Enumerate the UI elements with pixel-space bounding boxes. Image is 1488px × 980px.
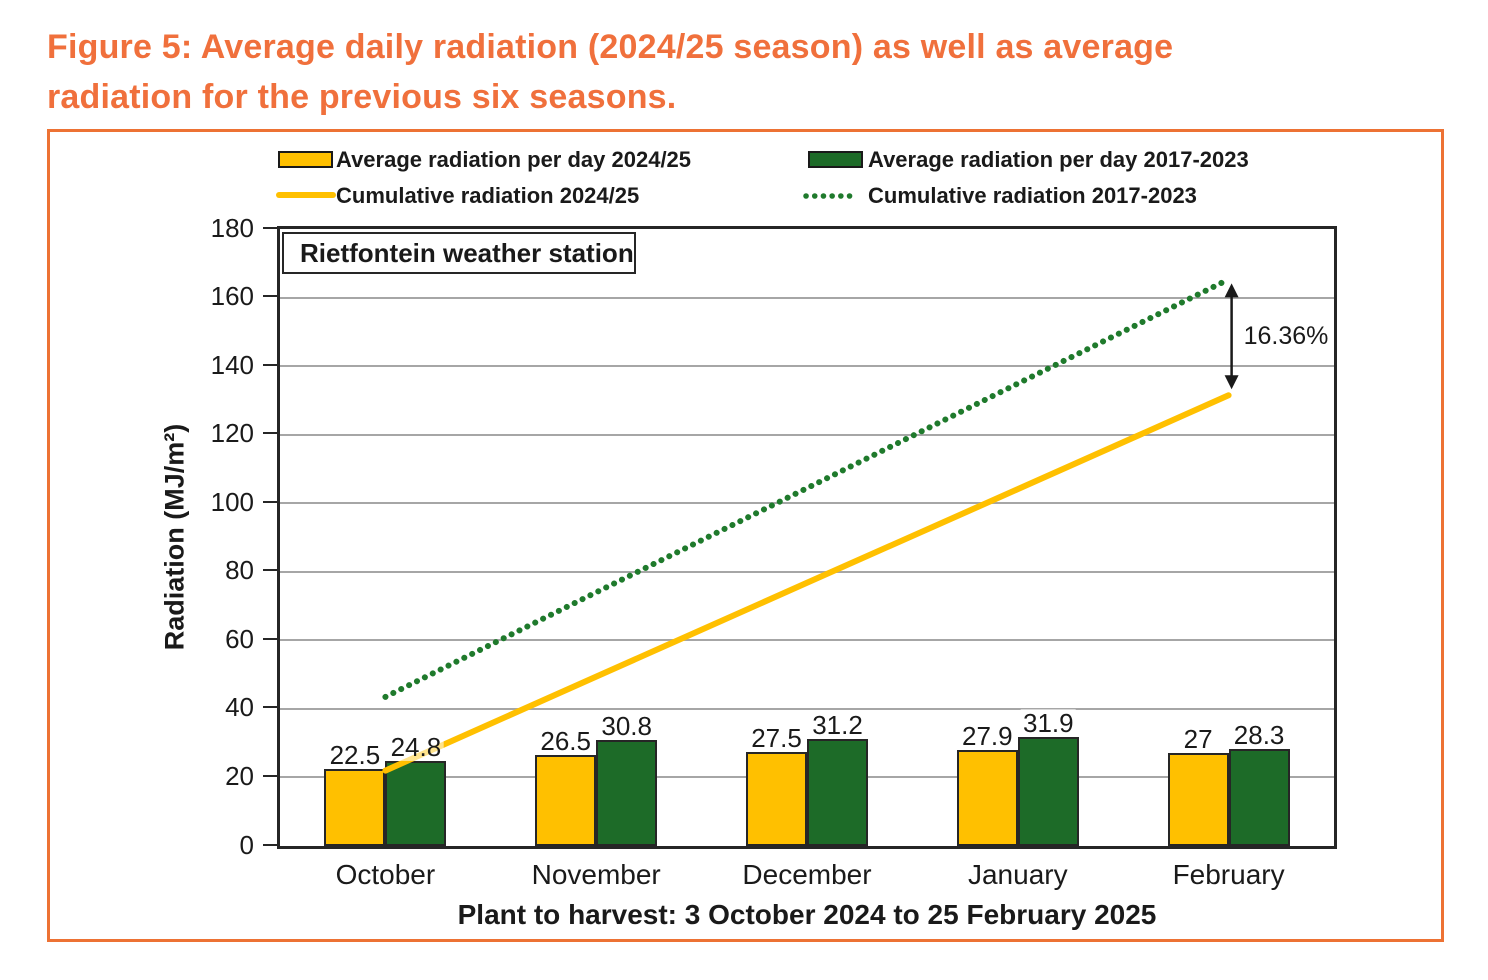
y-tick-label: 160 bbox=[210, 281, 254, 312]
bar-value-label: 27.9 bbox=[959, 721, 1015, 752]
x-axis-caption: Plant to harvest: 3 October 2024 to 25 F… bbox=[457, 899, 1157, 930]
y-tick bbox=[263, 637, 277, 640]
y-tick bbox=[263, 500, 277, 503]
x-tick-label: February bbox=[1172, 859, 1285, 890]
bar-value-label: 30.8 bbox=[599, 711, 654, 742]
y-tick bbox=[263, 843, 277, 846]
y-tick bbox=[263, 706, 277, 709]
bar-2017-2023 bbox=[1228, 749, 1290, 846]
legend-swatch-bar-2024-25 bbox=[278, 151, 333, 168]
x-tick-label: October bbox=[335, 859, 436, 890]
legend-swatch-dotted-2017-2023 bbox=[803, 193, 861, 199]
plot-area bbox=[277, 226, 1337, 849]
y-tick-label: 40 bbox=[225, 692, 254, 723]
gridline bbox=[280, 707, 1334, 710]
legend-swatch-line-2024-25 bbox=[276, 192, 336, 198]
bar-value-label: 28.3 bbox=[1231, 719, 1287, 750]
x-tick-label: November bbox=[531, 859, 661, 890]
bar-value-label: 27.5 bbox=[749, 722, 804, 753]
bar-value-label: 27 bbox=[1181, 724, 1215, 755]
legend-label: Cumulative radiation 2024/25 bbox=[336, 183, 640, 208]
y-tick-label: 120 bbox=[210, 418, 254, 449]
gridline bbox=[280, 639, 1334, 642]
y-tick bbox=[263, 432, 277, 435]
y-tick-label: 180 bbox=[210, 212, 254, 243]
legend-label: Cumulative radiation 2017-2023 bbox=[868, 183, 1197, 208]
y-axis-title: Radiation (MJ/m²) bbox=[159, 423, 190, 651]
bar-2024-25 bbox=[746, 751, 807, 846]
bar-value-label: 22.5 bbox=[327, 739, 383, 770]
legend-label: Average radiation per day 2017-2023 bbox=[868, 147, 1249, 172]
y-tick-label: 0 bbox=[239, 829, 254, 860]
y-tick bbox=[263, 363, 277, 366]
y-tick bbox=[263, 774, 277, 777]
bar-2017-2023 bbox=[1017, 736, 1079, 846]
gridline bbox=[280, 365, 1334, 368]
bar-value-label: 31.9 bbox=[1020, 707, 1076, 738]
gridline bbox=[280, 296, 1334, 299]
y-tick bbox=[263, 569, 277, 572]
gridline bbox=[280, 502, 1334, 505]
bar-2024-25 bbox=[324, 768, 386, 846]
legend-swatch-bar-2017-2023 bbox=[808, 151, 863, 168]
y-tick-label: 100 bbox=[210, 486, 254, 517]
figure-title-line1: Figure 5: Average daily radiation (2024/… bbox=[47, 28, 1174, 66]
gridline bbox=[280, 433, 1334, 436]
bar-value-label: 31.2 bbox=[810, 710, 865, 741]
bar-2024-25 bbox=[956, 750, 1018, 846]
figure-title: Figure 5: Average daily radiation (2024/… bbox=[47, 22, 1407, 122]
y-tick bbox=[263, 226, 277, 229]
diff-annotation: 16.36% bbox=[1243, 322, 1329, 351]
diff-arrow bbox=[1224, 283, 1239, 390]
y-tick-label: 60 bbox=[225, 623, 254, 654]
x-tick-label: December bbox=[742, 859, 872, 890]
legend-label: Average radiation per day 2024/25 bbox=[336, 147, 692, 172]
figure-title-line2: radiation for the previous six seasons. bbox=[47, 78, 677, 116]
y-tick-label: 140 bbox=[210, 349, 254, 380]
bar-value-label: 26.5 bbox=[538, 726, 593, 757]
bar-2017-2023 bbox=[385, 761, 447, 846]
bar-2024-25 bbox=[1167, 753, 1229, 846]
bar-2017-2023 bbox=[596, 740, 658, 846]
cumulative-line-2024-25 bbox=[382, 392, 1232, 774]
x-tick-label: January bbox=[967, 859, 1068, 890]
bar-value-label: 24.8 bbox=[388, 731, 444, 762]
bar-2017-2023 bbox=[807, 739, 868, 846]
cumulative-line-2017-2023 bbox=[382, 276, 1232, 700]
gridline bbox=[280, 570, 1334, 573]
bar-2024-25 bbox=[535, 755, 597, 846]
y-tick-label: 80 bbox=[225, 555, 254, 586]
lines-overlay bbox=[382, 276, 1239, 774]
station-label-box: Rietfontein weather station bbox=[282, 232, 636, 274]
y-tick-label: 20 bbox=[225, 760, 254, 791]
y-tick bbox=[263, 295, 277, 298]
